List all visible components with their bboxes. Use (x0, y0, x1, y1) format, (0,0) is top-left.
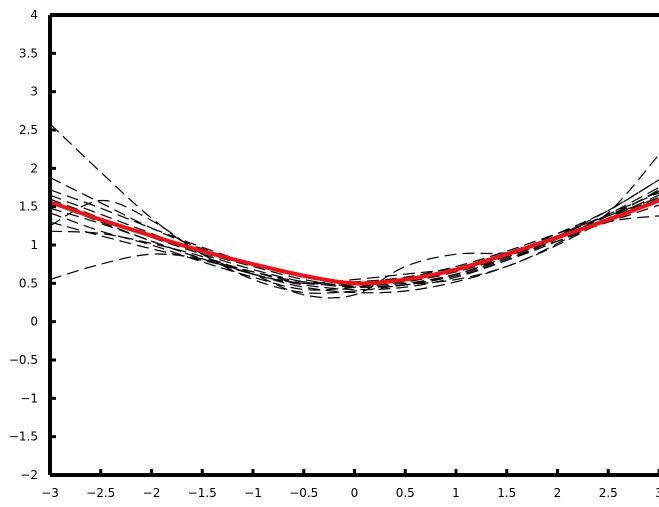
x-tick-label: 2 (554, 486, 562, 500)
y-tick-label: −1 (20, 391, 38, 405)
y-tick-label: −2 (20, 468, 38, 482)
x-tick-label: −3 (41, 486, 59, 500)
y-tick-label: 3.5 (19, 46, 38, 60)
y-tick-label: 0 (30, 315, 38, 329)
sample-series-line-10 (50, 179, 659, 285)
x-tick-label: 1.5 (497, 486, 516, 500)
sample-series-line-6 (50, 186, 659, 291)
x-tick-label: 2.5 (599, 486, 618, 500)
y-tick-label: −1.5 (9, 430, 38, 444)
y-tick-label: 1 (30, 238, 38, 252)
y-tick-label: 4 (30, 8, 38, 22)
y-tick-label: −0.5 (9, 353, 38, 367)
sample-series-line-8 (50, 154, 659, 294)
sample-series-line-1 (50, 123, 659, 286)
x-tick-label: −2 (143, 486, 161, 500)
x-tick-label: 0 (351, 486, 359, 500)
y-tick-label: 2.5 (19, 123, 38, 137)
sample-series-line-12 (50, 196, 659, 284)
axes-layer (48, 13, 659, 477)
x-tick-label: −1 (244, 486, 262, 500)
x-tick-label: −1.5 (188, 486, 217, 500)
x-tick-label: 3 (655, 486, 659, 500)
y-tick-label: 1.5 (19, 200, 38, 214)
x-tick-label: 0.5 (396, 486, 415, 500)
mean-series-line (50, 198, 659, 286)
sample-series-line-5 (50, 198, 659, 288)
y-tick-label: 2 (30, 161, 38, 175)
y-tick-label: 3 (30, 85, 38, 99)
x-tick-label: −2.5 (86, 486, 115, 500)
ticks-layer: −2 −1.5 −1 −0.5 0 0.5 1 1.5 2 2.5 3 3.5 4 −3 −2.5 −2 −1.… (9, 8, 659, 500)
sample-series-line-9 (50, 215, 659, 299)
series-layer (50, 123, 659, 299)
y-tick-label: 0.5 (19, 276, 38, 290)
sample-series-line-7 (50, 189, 659, 294)
x-tick-label: −0.5 (289, 486, 318, 500)
x-tick-label: 1 (452, 486, 460, 500)
